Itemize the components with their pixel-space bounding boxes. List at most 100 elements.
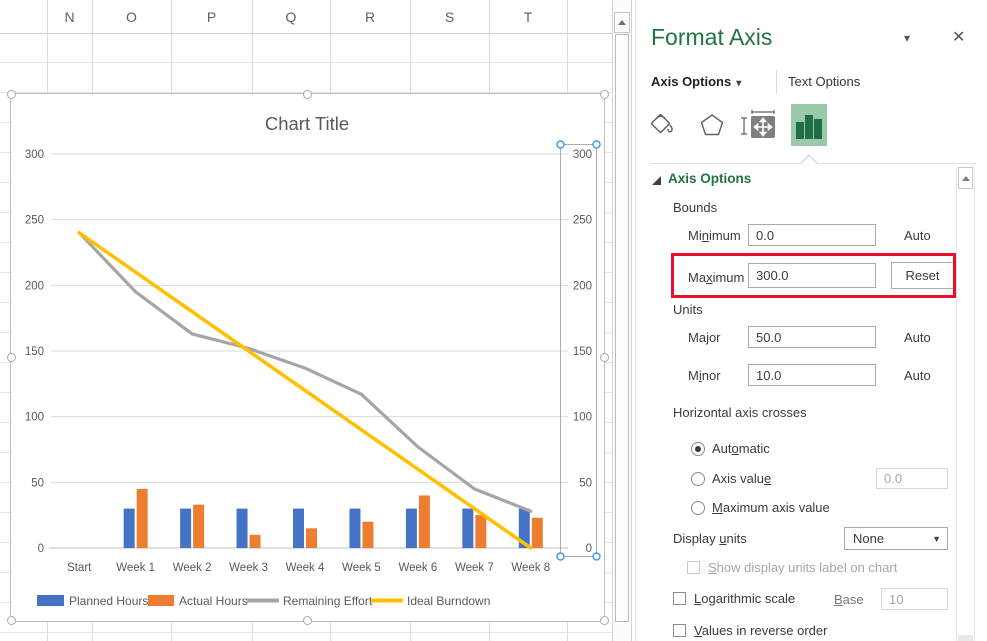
minimum-auto-label: Auto: [904, 228, 931, 243]
svg-text:Ideal Burndown: Ideal Burndown: [407, 594, 490, 608]
values-reverse-order-label: Values in reverse order: [694, 623, 828, 638]
logarithmic-scale-label: Logarithmic scale: [694, 591, 796, 606]
pane-scrollbar-foot: [958, 635, 973, 641]
selection-handle[interactable]: [556, 140, 565, 149]
svg-text:Week 8: Week 8: [511, 562, 550, 574]
selection-handle[interactable]: [592, 140, 601, 149]
tab-divider: [776, 70, 777, 94]
show-display-units-label: Show display units label on chart: [708, 560, 898, 575]
pane-scrollbar[interactable]: [956, 166, 975, 641]
svg-text:Week 7: Week 7: [455, 562, 494, 574]
up-arrow-icon: [618, 20, 626, 25]
pane-scroll-up-button[interactable]: [958, 167, 973, 189]
radio-automatic[interactable]: [691, 442, 705, 456]
radio-maximum-axis-value[interactable]: [691, 501, 705, 515]
scrollbar-thumb[interactable]: [615, 34, 629, 622]
chart-resize-handle[interactable]: [600, 90, 609, 99]
selection-handle[interactable]: [592, 552, 601, 561]
chart-resize-handle[interactable]: [303, 616, 312, 625]
svg-text:250: 250: [25, 215, 44, 227]
axis-crosses-label: Horizontal axis crosses: [673, 405, 807, 420]
svg-text:200: 200: [25, 280, 44, 292]
selection-handle[interactable]: [556, 552, 565, 561]
svg-text:100: 100: [25, 412, 44, 424]
checkbox-values-reverse-order[interactable]: [673, 624, 686, 637]
category-axis-labels[interactable]: Start Week 1 Week 2 Week 3 Week 4 Week 5 Week …: [67, 562, 550, 574]
chart-legend[interactable]: Planned Hours Actual Hours Remaining Effor…: [37, 594, 490, 608]
svg-text:Week 4: Week 4: [286, 562, 325, 574]
value-axis-labels[interactable]: 0 0 50 50 100 100 150 150 200 200 250 250 300 300: [25, 149, 592, 555]
svg-text:Week 2: Week 2: [173, 562, 212, 574]
reset-button[interactable]: Reset: [891, 262, 954, 289]
svg-text:50: 50: [31, 477, 44, 489]
maximum-input[interactable]: [748, 263, 876, 288]
chart-resize-handle[interactable]: [600, 353, 609, 362]
column-header-T[interactable]: T: [523, 8, 533, 25]
size-properties-icon[interactable]: [734, 104, 782, 146]
fill-line-icon[interactable]: [640, 104, 684, 146]
chart-title[interactable]: Chart Title: [265, 113, 349, 134]
radio-axis-value[interactable]: [691, 472, 705, 486]
axis-value-label: Axis value: [712, 471, 772, 486]
format-axis-pane: Format Axis ▾ ✕ Axis Options ▾ Text Optio…: [635, 0, 987, 641]
tab-text-options[interactable]: Text Options: [788, 74, 861, 89]
axis-value-input[interactable]: [876, 468, 948, 489]
major-label: Major: [688, 330, 721, 345]
column-header-R[interactable]: R: [364, 8, 376, 25]
chart-resize-handle[interactable]: [7, 616, 16, 625]
chart-object[interactable]: 0 0 50 50 100 100 150 150 200 200 250 250 300 300 Star…: [7, 90, 609, 625]
checkbox-logarithmic-scale[interactable]: [673, 592, 686, 605]
minimum-input[interactable]: [748, 224, 876, 246]
column-chart-icon: [796, 115, 822, 139]
sheet-vertical-scrollbar[interactable]: [612, 0, 632, 641]
checkbox-show-display-units[interactable]: [687, 561, 700, 574]
bounds-group-label: Bounds: [673, 200, 718, 215]
log-base-input[interactable]: [881, 588, 948, 610]
spreadsheet-grid[interactable]: N O P Q R S T 0 0 50 50 100 100 150 150 200 200 250 250 30…: [0, 0, 612, 641]
svg-text:300: 300: [573, 149, 592, 161]
chart-resize-handle[interactable]: [7, 353, 16, 362]
units-group-label: Units: [673, 302, 703, 317]
bar-series-planned-hours[interactable]: [123, 508, 530, 548]
section-axis-options[interactable]: Axis Options: [668, 171, 752, 186]
svg-text:250: 250: [573, 215, 592, 227]
major-unit-input[interactable]: [748, 326, 876, 348]
scroll-up-button[interactable]: [614, 12, 630, 33]
pane-menu-icon[interactable]: ▾: [904, 31, 911, 45]
svg-text:0: 0: [586, 543, 592, 555]
column-header-Q[interactable]: Q: [285, 8, 297, 25]
chart-resize-handle[interactable]: [600, 616, 609, 625]
close-icon[interactable]: ✕: [952, 29, 966, 46]
secondary-axis-selection[interactable]: [556, 140, 601, 561]
chevron-down-icon: ▾: [736, 78, 742, 89]
effects-icon[interactable]: [690, 104, 734, 146]
minor-label: Minor: [688, 368, 721, 383]
column-header-P[interactable]: P: [206, 8, 217, 25]
tab-axis-options[interactable]: Axis Options ▾: [651, 74, 742, 89]
svg-text:150: 150: [573, 346, 592, 358]
svg-text:Planned Hours: Planned Hours: [69, 594, 148, 608]
chevron-down-icon: ▼: [932, 534, 941, 544]
column-header-border: [0, 33, 612, 34]
line-series-remaining-effort[interactable]: [77, 231, 533, 513]
svg-text:0: 0: [38, 543, 44, 555]
column-header-O[interactable]: O: [126, 8, 137, 25]
column-header-S[interactable]: S: [444, 8, 455, 25]
bar-series-actual-hours[interactable]: [136, 488, 543, 548]
column-header-N[interactable]: N: [64, 8, 75, 25]
chart-resize-handle[interactable]: [303, 90, 312, 99]
collapse-triangle-icon[interactable]: [652, 176, 661, 185]
svg-text:Week 1: Week 1: [116, 562, 155, 574]
axis-options-chart-icon[interactable]: [791, 104, 827, 146]
maximum-label: Maximum: [688, 270, 745, 285]
line-series-ideal-burndown[interactable]: [77, 231, 533, 550]
svg-text:200: 200: [573, 280, 592, 292]
display-units-dropdown[interactable]: None ▼: [844, 527, 948, 550]
minor-unit-input[interactable]: [748, 364, 876, 386]
pane-title: Format Axis: [651, 24, 773, 50]
chart-resize-handle[interactable]: [7, 90, 16, 99]
selected-tab-pointer: [800, 154, 818, 172]
base-label: Base: [834, 592, 864, 607]
svg-text:50: 50: [579, 477, 592, 489]
